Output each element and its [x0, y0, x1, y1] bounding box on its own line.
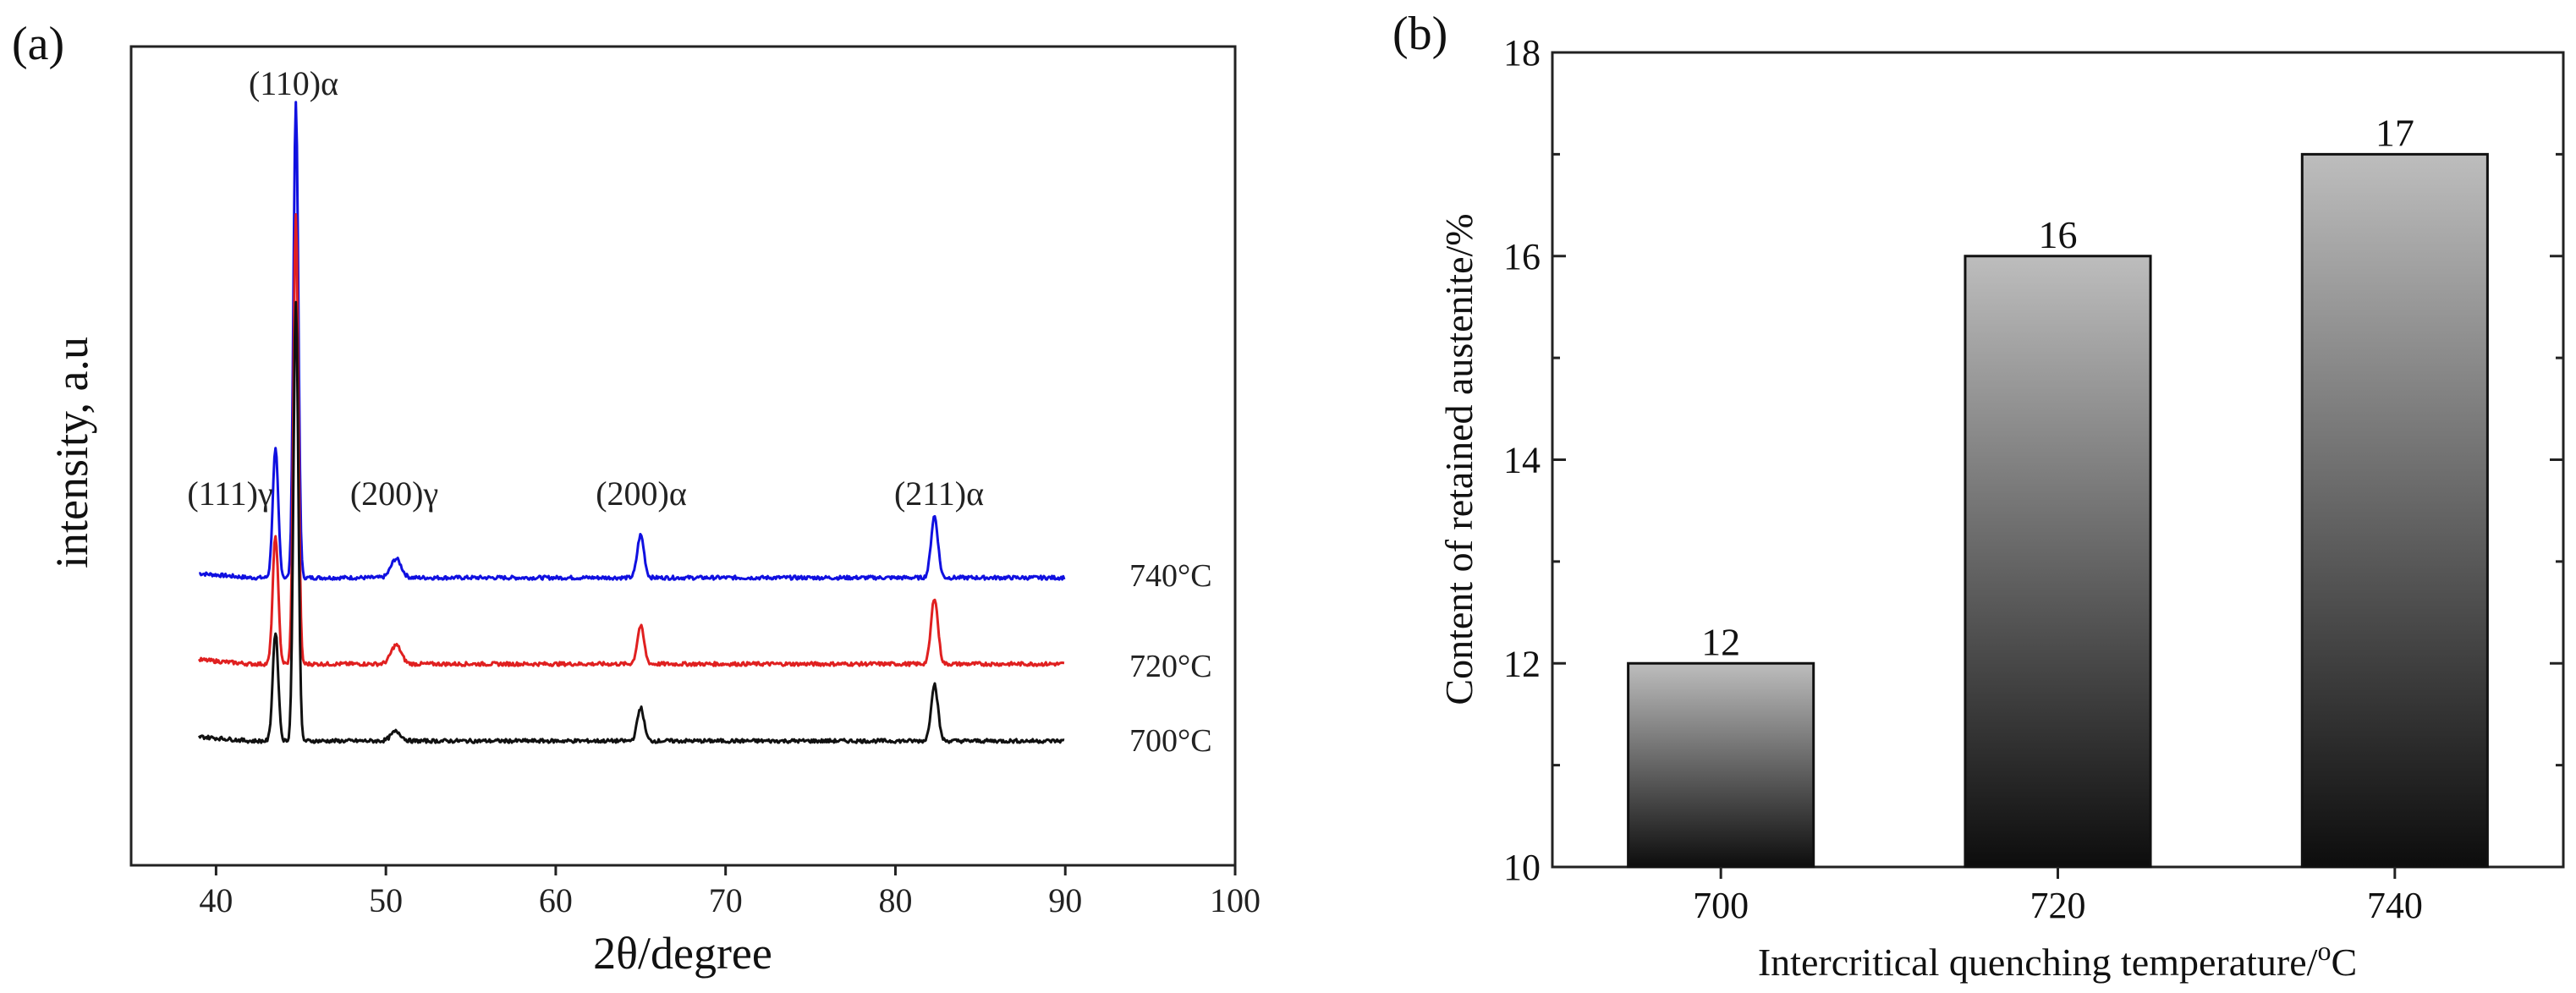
bar-value-label-740: 17 — [2376, 111, 2414, 154]
panel-a-x-tick-label-80: 80 — [878, 881, 912, 919]
bar-720 — [1964, 255, 2152, 869]
panel-a-x-tick-label-70: 70 — [709, 881, 743, 919]
trace-700 — [197, 300, 1065, 744]
panel-b-x-tick-label-740: 740 — [2367, 885, 2423, 926]
panel-a-peak-labels: (111)γ (110)α (200)γ (200)α (211)α — [187, 64, 984, 513]
panel-a-x-tick-label-100: 100 — [1210, 881, 1261, 919]
peak-label-110-alpha: (110)α — [249, 64, 338, 102]
panel-a-x-tick-label-50: 50 — [369, 881, 403, 919]
panel-b-y-tick-label-12: 12 — [1503, 643, 1541, 684]
panel-b-x-ticks: 700 720 740 — [1693, 867, 2423, 926]
panel-b-x-axis-title: Intercritical quenching temperature/oC — [1758, 935, 2357, 984]
panel-a-x-ticks: 40 50 60 70 80 90 100 — [199, 865, 1261, 919]
panel-a-x-tick-label-60: 60 — [539, 881, 573, 919]
peak-label-211-alpha: (211)α — [894, 475, 984, 513]
panel-a-x-tick-label-90: 90 — [1048, 881, 1082, 919]
panel-b-bars: 12 16 17 — [1627, 111, 2489, 869]
curve-label-740: 740°C — [1129, 558, 1212, 594]
curve-label-720: 720°C — [1129, 649, 1212, 684]
peak-label-200-gamma: (200)γ — [350, 475, 438, 513]
trace-720 — [197, 213, 1065, 667]
panel-b-y-ticks: 10 12 14 16 18 — [1503, 32, 2563, 888]
panel-b-x-tick-label-720: 720 — [2030, 885, 2086, 926]
panel-a-curve-labels: 740°C 720°C 700°C — [1129, 558, 1212, 759]
peak-label-200-alpha: (200)α — [596, 475, 687, 513]
panel-b-label: (b) — [1392, 8, 1447, 60]
panel-a-label: (a) — [12, 18, 64, 70]
panel-a-x-tick-label-40: 40 — [199, 881, 233, 919]
bar-value-label-700: 12 — [1701, 620, 1740, 663]
x-axis-title-sup: o — [2317, 935, 2331, 966]
panel-a: (a) 40 50 60 70 80 90 100 2θ/degree intensity,… — [12, 18, 1261, 979]
panel-b-y-tick-label-16: 16 — [1503, 236, 1541, 277]
panel-b-y-tick-label-18: 18 — [1503, 32, 1541, 74]
bar-740 — [2300, 152, 2489, 869]
panel-b-x-tick-label-700: 700 — [1693, 885, 1749, 926]
panel-a-traces — [197, 101, 1066, 744]
x-axis-title-main: Intercritical quenching temperature/ — [1758, 941, 2318, 984]
panel-b-y-tick-label-14: 14 — [1503, 440, 1541, 481]
x-axis-title-tail: C — [2331, 941, 2357, 984]
curve-label-700: 700°C — [1129, 723, 1212, 759]
panel-a-y-axis-title: intensity, a.u — [47, 337, 97, 568]
panel-b: (b) 12 16 17 10 12 14 16 18 700 720 740 Content … — [1392, 8, 2565, 984]
bar-700 — [1627, 661, 1815, 869]
bar-value-label-720: 16 — [2039, 213, 2078, 256]
panel-a-x-axis-title: 2θ/degree — [593, 928, 772, 979]
panel-b-y-axis-title: Content of retained austenite/% — [1437, 213, 1480, 705]
panel-b-y-tick-label-10: 10 — [1503, 847, 1541, 888]
peak-label-111-gamma: (111)γ — [187, 475, 272, 513]
trace-740 — [199, 101, 1066, 581]
panel-a-plot-frame — [129, 45, 1237, 867]
